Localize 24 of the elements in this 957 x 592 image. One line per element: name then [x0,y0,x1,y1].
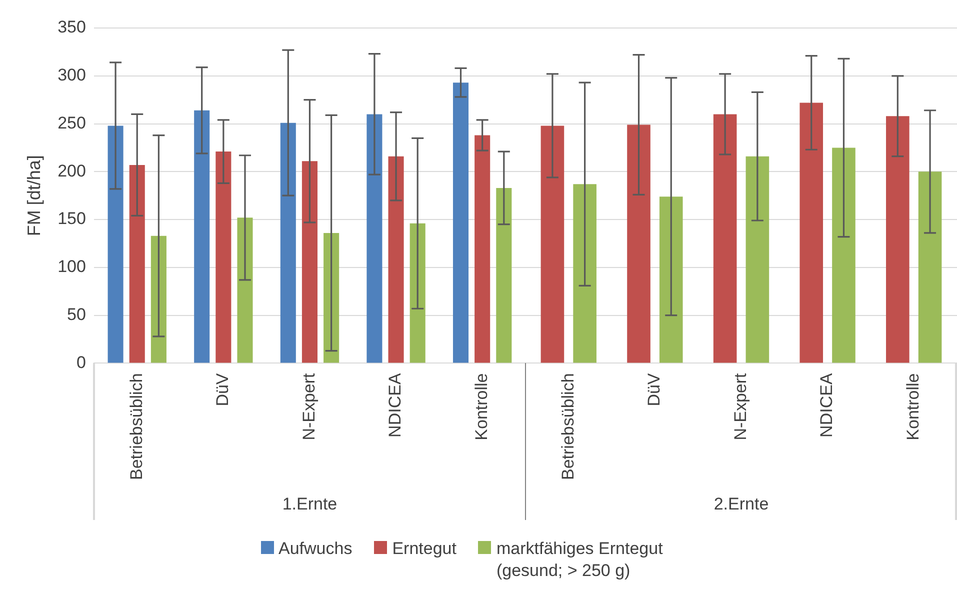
y-tick-label: 350 [58,18,86,37]
y-tick-label: 100 [58,257,86,276]
x-tick-label: N-Expert [730,372,750,440]
x-tick-label: N-Expert [299,372,318,440]
y-tick-label: 150 [58,209,86,228]
y-tick-label: 50 [67,305,86,324]
y-axis-title: FM [dt/ha] [24,155,44,236]
x-tick-label: NDICEA [817,372,836,438]
y-tick-label: 0 [76,352,86,372]
y-tick-label: 250 [58,113,86,132]
y-tick-label: 300 [58,66,86,85]
text: 1.Ernte [282,494,338,514]
legend-label: Erntegut [392,538,456,560]
legend-label: marktfähiges Erntegut (gesund; > 250 g) [496,538,664,582]
x-tick-label: DüV [213,372,232,406]
x-tick-label: Betriebsüblich [558,373,578,480]
x-tick-label: Kontrolle [904,373,923,440]
x-tick-label: NDICEA [386,372,405,438]
x-tick-label: Betriebsüblich [126,373,146,480]
x-tick-label: Kontrolle [472,373,492,440]
legend-label: Aufwuchs [278,538,352,560]
text: 2.Ernte [714,494,769,514]
y-tick-label: 200 [58,161,86,180]
x-tick-label: DüV [644,372,664,406]
